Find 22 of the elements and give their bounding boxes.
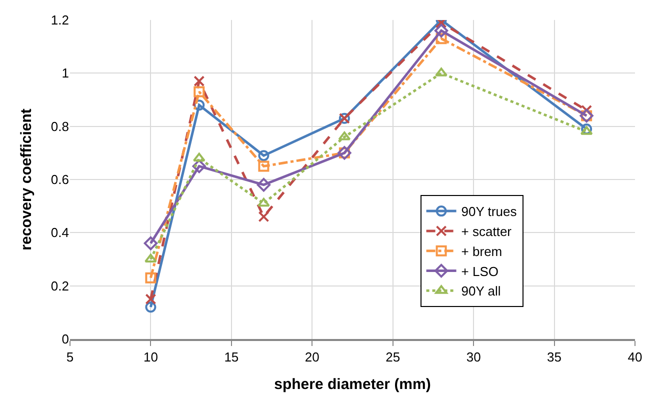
x-axis-title: sphere diameter (mm) bbox=[274, 376, 431, 393]
x-tick-label: 5 bbox=[66, 349, 74, 364]
x-tick-label: 40 bbox=[628, 349, 642, 364]
y-tick-label: 0.6 bbox=[50, 172, 69, 188]
x-tick-label: 15 bbox=[224, 349, 239, 364]
x-tick-label: 35 bbox=[547, 349, 562, 364]
x-tick-label: 10 bbox=[143, 349, 158, 364]
legend-label: + brem bbox=[461, 244, 502, 259]
y-tick-label: 0.8 bbox=[50, 118, 69, 134]
y-axis-title: recovery coefficient bbox=[18, 108, 36, 250]
legend-label: + LSO bbox=[461, 264, 499, 279]
x-tick-label: 20 bbox=[304, 349, 320, 364]
y-tick-label: 0 bbox=[62, 332, 69, 347]
legend-label: + scatter bbox=[461, 224, 512, 240]
legend-label: 90Y trues bbox=[461, 204, 518, 220]
legend-label: 90Y all bbox=[461, 284, 501, 299]
y-tick-label: 0.2 bbox=[50, 278, 69, 294]
y-tick-label: 1 bbox=[62, 66, 69, 81]
x-tick-label: 30 bbox=[466, 349, 481, 364]
y-tick-label: 1.2 bbox=[50, 12, 69, 28]
x-tick-label: 25 bbox=[386, 349, 400, 364]
y-tick-label: 0.4 bbox=[50, 225, 69, 240]
